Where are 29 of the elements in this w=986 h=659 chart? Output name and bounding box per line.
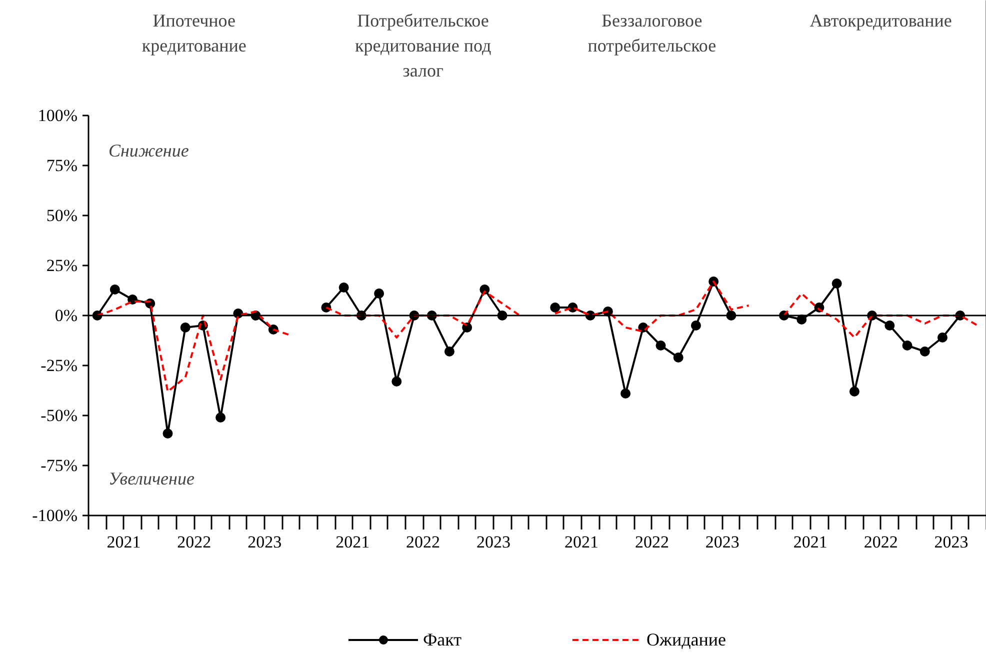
text: 2023 [476, 532, 510, 552]
y-tick-label: 75% [46, 156, 78, 175]
y-tick-label: -100% [32, 506, 78, 525]
y-tick-label: -75% [40, 456, 78, 475]
text: 2022 [177, 532, 212, 552]
legend-label: Факт [422, 629, 462, 650]
y-tick-label: 25% [46, 256, 78, 275]
annotation: Увеличение [108, 468, 194, 488]
annotation: Снижение [108, 140, 189, 160]
text: Беззалоговое потребительское [588, 10, 716, 56]
text: 2023 [934, 532, 968, 552]
text: 2021 [793, 532, 828, 552]
text: 2022 [864, 532, 898, 552]
y-tick-label: 50% [46, 206, 78, 225]
y-tick-label: 0% [54, 306, 78, 325]
text: Потребительское кредитование под залог [354, 10, 492, 80]
text: 2023 [705, 532, 740, 552]
text: 2021 [106, 532, 141, 552]
text: 2021 [564, 532, 599, 552]
text: 2021 [336, 532, 370, 552]
text: 2022 [406, 532, 440, 552]
y-tick-label: -50% [40, 406, 78, 425]
text: Автокредитование [810, 10, 952, 30]
y-tick-label: -25% [40, 356, 78, 375]
legend-label: Ожидание [646, 629, 726, 650]
text: 2023 [248, 532, 282, 552]
text: Ипотечное кредитование [142, 10, 246, 56]
text: 2022 [634, 532, 669, 552]
y-tick-label: 100% [38, 106, 78, 125]
